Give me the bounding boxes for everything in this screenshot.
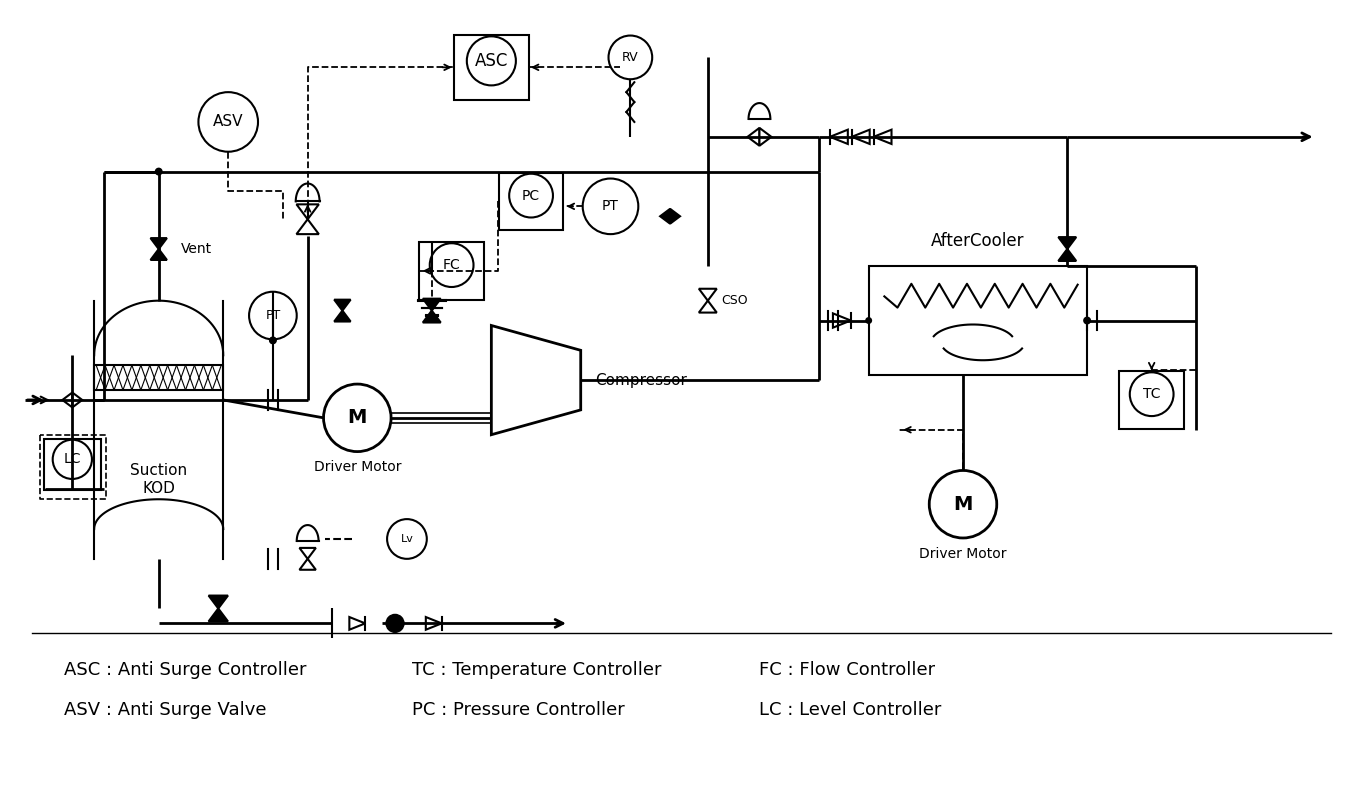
Polygon shape xyxy=(425,617,442,630)
Polygon shape xyxy=(423,311,440,323)
Polygon shape xyxy=(759,128,771,146)
Polygon shape xyxy=(150,238,166,249)
Polygon shape xyxy=(1058,237,1077,249)
Bar xyxy=(420,242,484,300)
Polygon shape xyxy=(491,326,581,435)
Text: ASC : Anti Surge Controller: ASC : Anti Surge Controller xyxy=(64,661,307,679)
Polygon shape xyxy=(833,313,851,327)
Text: Driver Motor: Driver Motor xyxy=(919,547,1007,561)
Polygon shape xyxy=(334,311,350,322)
Text: Suction
KOD: Suction KOD xyxy=(129,463,187,495)
Circle shape xyxy=(930,470,996,538)
Bar xyxy=(454,35,529,99)
Polygon shape xyxy=(671,209,680,224)
Text: RV: RV xyxy=(622,51,639,64)
Polygon shape xyxy=(830,129,848,144)
Text: PC: PC xyxy=(522,189,540,203)
Bar xyxy=(499,173,563,230)
Circle shape xyxy=(386,615,403,632)
Text: TC: TC xyxy=(1144,387,1160,401)
Text: PC : Pressure Controller: PC : Pressure Controller xyxy=(412,701,624,719)
Text: Lv: Lv xyxy=(401,534,413,544)
Text: FC: FC xyxy=(443,258,461,272)
Polygon shape xyxy=(349,617,365,630)
Polygon shape xyxy=(300,548,316,559)
Polygon shape xyxy=(300,559,316,570)
Circle shape xyxy=(155,167,162,176)
Polygon shape xyxy=(699,301,717,312)
Text: Driver Motor: Driver Motor xyxy=(313,461,401,474)
Text: LC : Level Controller: LC : Level Controller xyxy=(759,701,942,719)
Circle shape xyxy=(53,439,91,479)
Bar xyxy=(1119,371,1184,428)
Text: M: M xyxy=(953,495,973,514)
Text: Vent: Vent xyxy=(180,242,211,256)
Text: ASV : Anti Surge Valve: ASV : Anti Surge Valve xyxy=(64,701,267,719)
Text: LC: LC xyxy=(64,452,80,466)
Text: PT: PT xyxy=(602,200,619,213)
Polygon shape xyxy=(334,300,350,311)
Polygon shape xyxy=(699,289,717,301)
Circle shape xyxy=(866,317,872,324)
Text: CSO: CSO xyxy=(722,294,748,307)
Circle shape xyxy=(466,36,515,85)
Bar xyxy=(868,266,1088,375)
Bar xyxy=(94,365,224,390)
Polygon shape xyxy=(209,596,228,608)
Text: ASC: ASC xyxy=(474,52,508,70)
Polygon shape xyxy=(209,608,228,622)
Circle shape xyxy=(429,243,473,287)
Circle shape xyxy=(510,174,553,218)
Circle shape xyxy=(270,337,277,344)
Text: AfterCooler: AfterCooler xyxy=(931,232,1025,250)
Polygon shape xyxy=(150,249,166,260)
Text: PT: PT xyxy=(266,309,281,322)
Polygon shape xyxy=(874,129,891,144)
Circle shape xyxy=(269,336,277,344)
Polygon shape xyxy=(852,129,870,144)
Circle shape xyxy=(1084,316,1092,324)
Circle shape xyxy=(323,384,391,451)
Text: Compressor: Compressor xyxy=(596,372,687,387)
Polygon shape xyxy=(747,128,759,146)
Polygon shape xyxy=(660,209,671,224)
Text: M: M xyxy=(348,409,367,428)
Text: ASV: ASV xyxy=(213,114,244,129)
Polygon shape xyxy=(297,204,319,219)
Polygon shape xyxy=(1058,249,1077,261)
Polygon shape xyxy=(423,299,440,311)
Polygon shape xyxy=(63,392,72,407)
Circle shape xyxy=(1130,372,1174,416)
Text: FC : Flow Controller: FC : Flow Controller xyxy=(759,661,935,679)
Polygon shape xyxy=(297,219,319,234)
Text: TC : Temperature Controller: TC : Temperature Controller xyxy=(412,661,661,679)
Polygon shape xyxy=(72,392,82,407)
Bar xyxy=(44,439,101,490)
